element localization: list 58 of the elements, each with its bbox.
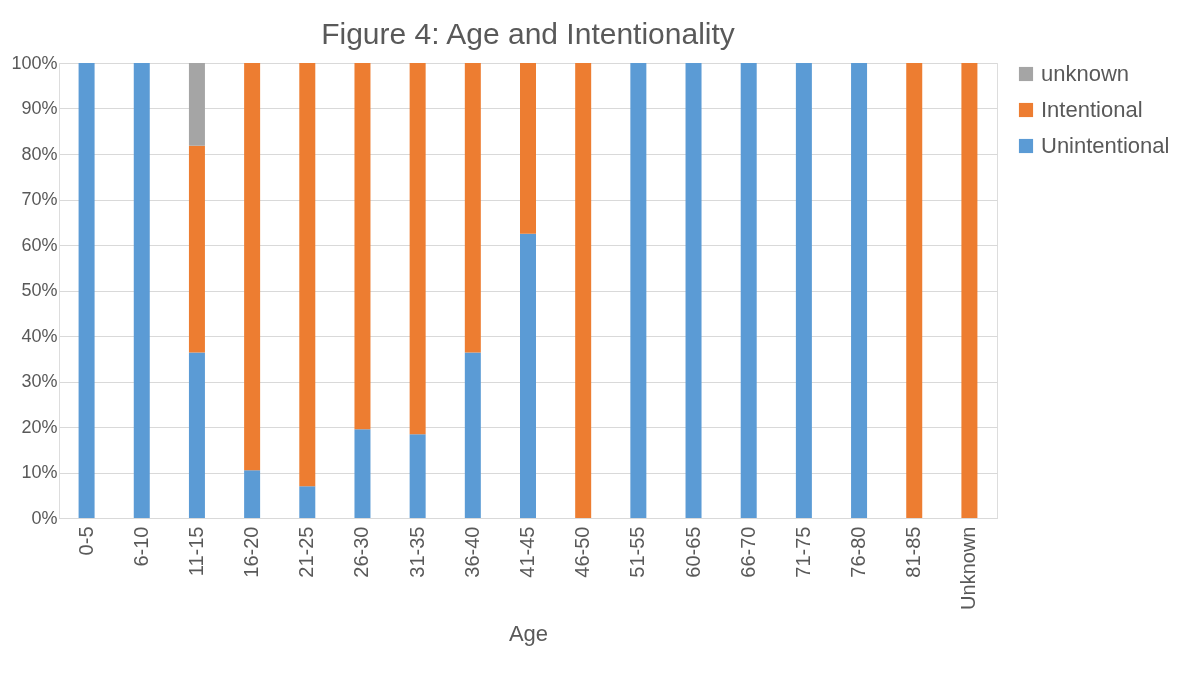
x-tick-label: 81-85 xyxy=(902,526,925,578)
bar xyxy=(630,63,647,518)
x-tick-label: 46-50 xyxy=(571,526,594,578)
bar xyxy=(851,63,868,518)
legend-label: unknown xyxy=(1041,61,1130,86)
bar xyxy=(575,63,592,518)
bar xyxy=(906,63,923,518)
x-tick-label: 36-40 xyxy=(460,526,483,578)
x-tick-label: 11-15 xyxy=(184,526,207,577)
chart-title: Figure 4: Age and Intentionality xyxy=(321,17,735,50)
y-tick-label: 20% xyxy=(21,416,58,437)
bar xyxy=(795,63,812,518)
bar xyxy=(188,63,205,146)
y-tick-label: 40% xyxy=(21,325,58,346)
bar xyxy=(520,63,536,234)
bar xyxy=(409,63,426,435)
bar xyxy=(188,352,205,518)
y-tick-label: 60% xyxy=(21,234,58,255)
x-tick-label: 0-5 xyxy=(74,526,97,556)
legend-label: Unintentional xyxy=(1041,133,1170,158)
y-tick-label: 50% xyxy=(21,280,58,300)
x-tick-label: 31-35 xyxy=(405,526,428,578)
bar xyxy=(78,63,95,518)
bar xyxy=(299,63,316,487)
x-tick-label: Unknown xyxy=(957,526,980,610)
bar xyxy=(188,145,205,353)
bar xyxy=(464,63,481,353)
bar xyxy=(685,63,702,518)
y-tick-label: 70% xyxy=(21,189,58,209)
y-tick-label: 10% xyxy=(21,462,58,482)
x-tick-label: 16-20 xyxy=(240,526,263,578)
x-tick-label: 41-45 xyxy=(516,526,538,578)
x-tick-label: 66-70 xyxy=(736,526,759,578)
x-axis-title: Age xyxy=(508,620,549,646)
bar xyxy=(354,63,371,430)
bar xyxy=(520,233,536,518)
bar xyxy=(354,429,371,518)
y-tick-label: 90% xyxy=(21,98,58,118)
x-tick-label: 6-10 xyxy=(129,526,152,567)
x-tick-label: 21-25 xyxy=(295,526,318,578)
bar xyxy=(244,63,261,471)
y-tick-label: 80% xyxy=(21,143,58,164)
bar xyxy=(409,434,426,518)
bar xyxy=(133,63,150,518)
y-tick-label: 0% xyxy=(31,507,58,528)
y-tick-label: 100% xyxy=(11,52,58,73)
x-tick-label: 26-30 xyxy=(350,526,373,578)
x-tick-label: 76-80 xyxy=(847,526,870,578)
bar xyxy=(464,352,481,518)
y-tick-label: 30% xyxy=(21,371,58,391)
x-tick-label: 51-55 xyxy=(626,526,649,578)
bar xyxy=(740,63,757,518)
bar xyxy=(299,486,316,518)
bar xyxy=(961,63,978,518)
legend-label: Intentional xyxy=(1041,97,1143,122)
x-tick-label: 60-65 xyxy=(681,526,704,578)
bar xyxy=(244,470,261,518)
x-tick-label: 71-75 xyxy=(791,526,814,578)
